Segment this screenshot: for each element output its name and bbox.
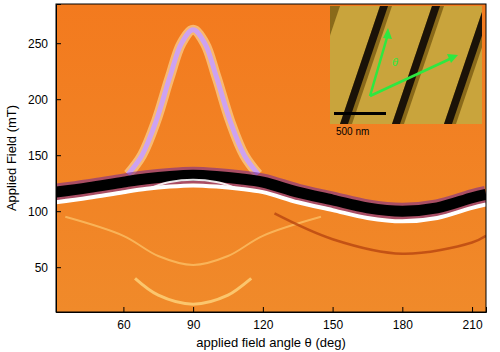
tick-label: 100 xyxy=(28,205,48,219)
plot: 60 90 120 150 180 210 50 100 150 200 250 xyxy=(28,4,487,332)
tick-mark xyxy=(56,267,61,268)
y-axis: 50 100 150 200 250 xyxy=(28,5,61,313)
series-group xyxy=(56,30,486,304)
tick-label: 50 xyxy=(35,261,49,275)
arrow-head xyxy=(447,54,458,63)
peak-glow xyxy=(128,30,258,174)
tick-mark xyxy=(56,155,61,156)
tick-mark xyxy=(472,307,473,312)
resonance-line xyxy=(151,180,235,188)
resonance-line xyxy=(65,217,321,265)
tick: 150 xyxy=(323,307,343,332)
tick: 50 xyxy=(35,261,61,275)
tick-mark xyxy=(56,99,61,100)
tick-mark xyxy=(56,43,61,44)
tick: 120 xyxy=(253,307,273,332)
tick-label: 150 xyxy=(323,318,343,332)
tick-label: 210 xyxy=(463,318,483,332)
tick-mark xyxy=(123,307,124,312)
tick-mark xyxy=(56,211,61,212)
resonance-line xyxy=(135,278,251,304)
tick-label: 250 xyxy=(28,37,48,51)
scale-label: 500 nm xyxy=(336,126,369,137)
x-axis-title: applied field angle θ (deg) xyxy=(196,335,346,350)
tick: 250 xyxy=(28,37,61,51)
angle-label: θ xyxy=(392,56,398,68)
plot-background xyxy=(56,4,486,312)
tick-label: 200 xyxy=(28,93,48,107)
tick-label: 150 xyxy=(28,149,48,163)
tick: 150 xyxy=(28,149,61,163)
tick: 90 xyxy=(187,307,201,332)
tick-label: 60 xyxy=(117,318,131,332)
arrow xyxy=(370,34,388,96)
tick-label: 90 xyxy=(187,318,201,332)
tick-mark xyxy=(193,307,194,312)
resonance-line xyxy=(128,30,258,174)
chart: 60 90 120 150 180 210 50 100 150 200 250 applied fi… xyxy=(0,0,500,352)
scale-bar xyxy=(334,112,386,115)
arrow-head xyxy=(383,28,392,39)
axis-line xyxy=(57,307,487,313)
tick-label: 180 xyxy=(393,318,413,332)
tick-mark xyxy=(333,307,334,312)
tick: 200 xyxy=(28,93,61,107)
resonance-line xyxy=(56,185,486,221)
tick: 100 xyxy=(28,205,61,219)
y-axis-title: Applied Field (mT) xyxy=(4,105,19,211)
tick-mark xyxy=(402,307,403,312)
inset-image: θ xyxy=(300,6,500,124)
tick: 210 xyxy=(463,307,483,332)
tick-label: 120 xyxy=(253,318,273,332)
x-axis: 60 90 120 150 180 210 xyxy=(57,307,487,332)
resonance-line xyxy=(274,213,486,253)
axis-line xyxy=(57,5,62,313)
plot-frame xyxy=(56,4,486,312)
tick: 180 xyxy=(393,307,413,332)
stripe xyxy=(456,6,482,124)
tick-mark xyxy=(263,307,264,312)
arrow xyxy=(370,58,452,96)
tick: 60 xyxy=(117,307,131,332)
